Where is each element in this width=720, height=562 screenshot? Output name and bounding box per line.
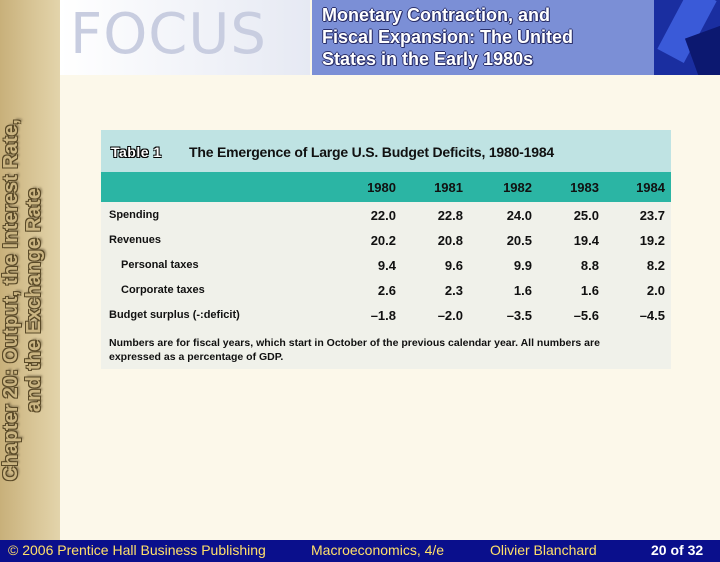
year-header: 1980: [367, 180, 396, 195]
table-title-bar: Table 1 The Emergence of Large U.S. Budg…: [101, 130, 671, 172]
table-label: Table 1: [111, 144, 162, 160]
table-cell: 19.2: [639, 233, 665, 248]
row-label-budget-surplus: Budget surplus (-:deficit): [109, 309, 240, 321]
focus-banner: [60, 0, 310, 75]
table-cell: 25.0: [573, 208, 599, 223]
year-header: 1982: [503, 180, 532, 195]
table-cell: 20.2: [370, 233, 396, 248]
table-cell: –1.8: [370, 308, 396, 323]
table-cell: 19.4: [573, 233, 599, 248]
footer-author: Olivier Blanchard: [490, 542, 597, 558]
table-cell: 8.8: [580, 258, 599, 273]
table-header-row: 1980 1981 1982 1983 1984: [101, 172, 671, 202]
slide-title: Monetary Contraction, and Fiscal Expansi…: [312, 0, 654, 75]
table-title: The Emergence of Large U.S. Budget Defic…: [189, 144, 554, 160]
table-cell: 20.8: [437, 233, 463, 248]
page-number: 20 of 32: [651, 542, 704, 558]
table-cell: 24.0: [506, 208, 532, 223]
chapter-sidebar: Chapter 20: Output, the Interest Rate, a…: [0, 0, 60, 540]
footer-copyright: © 2006 Prentice Hall Business Publishing: [8, 542, 266, 558]
year-header: 1981: [434, 180, 463, 195]
table-footnote: Numbers are for fiscal years, which star…: [109, 337, 600, 363]
row-label-revenues: Revenues: [109, 234, 161, 246]
slide-title-line2: Fiscal Expansion: The United: [322, 27, 574, 47]
table-cell: 22.8: [437, 208, 463, 223]
table-cell: 22.0: [370, 208, 396, 223]
year-header: 1983: [570, 180, 599, 195]
table-cell: –2.0: [437, 308, 463, 323]
table-cell: 2.3: [444, 283, 463, 298]
table-cell: 23.7: [639, 208, 665, 223]
chapter-title: Chapter 20: Output, the Interest Rate, a…: [0, 60, 60, 540]
table-cell: 2.0: [646, 283, 665, 298]
table-cell: 9.6: [444, 258, 463, 273]
slide-title-line3: States in the Early 1980s: [322, 49, 534, 69]
corner-decoration: [654, 0, 720, 75]
table-cell: –5.6: [573, 308, 599, 323]
chapter-title-line1: Chapter 20: Output, the Interest Rate,: [0, 118, 22, 482]
table-cell: 1.6: [513, 283, 532, 298]
footer-book: Macroeconomics, 4/e: [311, 542, 445, 558]
deficit-table: Table 1 The Emergence of Large U.S. Budg…: [101, 130, 671, 369]
footer-bar: © 2006 Prentice Hall Business Publishing…: [0, 540, 720, 562]
slide-title-line1: Monetary Contraction, and: [322, 5, 551, 25]
row-label-corporate-taxes: Corporate taxes: [121, 284, 205, 296]
table-cell: 8.2: [646, 258, 665, 273]
year-header: 1984: [636, 180, 665, 195]
row-label-spending: Spending: [109, 209, 160, 221]
table-cell: 20.5: [506, 233, 532, 248]
table-cell: 9.9: [513, 258, 532, 273]
chapter-title-line2: and the Exchange Rate: [23, 187, 45, 413]
table-cell: 1.6: [580, 283, 599, 298]
focus-logo: FOCUS: [70, 2, 267, 67]
row-label-personal-taxes: Personal taxes: [121, 259, 199, 271]
table-cell: –4.5: [639, 308, 665, 323]
table-cell: 2.6: [377, 283, 396, 298]
table-cell: –3.5: [506, 308, 532, 323]
table-cell: 9.4: [377, 258, 396, 273]
